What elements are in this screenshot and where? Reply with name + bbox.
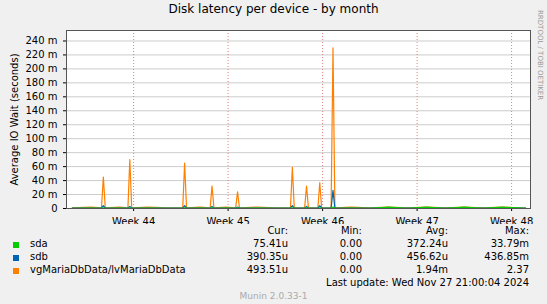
html-text:1.94m: 1.94m — [416, 264, 448, 275]
svg-text:Week 45: Week 45 — [206, 216, 249, 224]
svg-text:160 m: 160 m — [25, 91, 57, 102]
svg-text:Week 48: Week 48 — [490, 216, 533, 224]
html-text:vgMariaDbData/lvMariaDbData: vgMariaDbData/lvMariaDbData — [30, 264, 186, 275]
html-text:Cur:: Cur: — [267, 225, 288, 236]
html-text:Min:: Min: — [340, 225, 362, 236]
html-text:372.24u: 372.24u — [406, 238, 448, 249]
svg-text:20 m: 20 m — [32, 189, 58, 200]
html-text:75.41u: 75.41u — [253, 238, 288, 249]
html-text:33.79m: 33.79m — [490, 238, 529, 249]
html-text:sdb: sdb — [30, 251, 48, 262]
svg-text:80 m: 80 m — [32, 147, 58, 158]
svg-text:240 m: 240 m — [25, 35, 57, 46]
html-text:RRDTOOL / TOBI OETIKER: RRDTOOL / TOBI OETIKER — [536, 10, 544, 101]
svg-text:Week 44: Week 44 — [112, 216, 155, 224]
svg-text:40 m: 40 m — [32, 175, 58, 186]
svg-text:180 m: 180 m — [25, 77, 57, 88]
svg-text:0: 0 — [51, 203, 57, 214]
svg-text:120 m: 120 m — [25, 119, 57, 130]
svg-text:220 m: 220 m — [25, 49, 57, 60]
svg-text:Week 47: Week 47 — [395, 216, 438, 224]
svg-text:200 m: 200 m — [25, 63, 57, 74]
html-text:sda: sda — [30, 238, 48, 249]
svg-text:Week 46: Week 46 — [301, 216, 344, 224]
html-text:390.35u: 390.35u — [246, 251, 288, 262]
html-text:Disk latency per device - by m: Disk latency per device - by month — [168, 2, 379, 16]
html-text:436.85m: 436.85m — [484, 251, 529, 262]
html-text:Last update: Wed Nov 27 21:00:: Last update: Wed Nov 27 21:00:04 2024 — [326, 277, 529, 288]
svg-text:140 m: 140 m — [25, 105, 57, 116]
html-text:2.37: 2.37 — [506, 264, 529, 275]
html-text:Max:: Max: — [505, 225, 529, 236]
html-text:456.62u: 456.62u — [406, 251, 448, 262]
html-text:Avg:: Avg: — [426, 225, 448, 236]
svg-text:60 m: 60 m — [32, 161, 58, 172]
html-text:0.00: 0.00 — [339, 238, 362, 249]
svg-text:100 m: 100 m — [25, 133, 57, 144]
html-text:Munin 2.0.33-1: Munin 2.0.33-1 — [239, 291, 308, 301]
svg-text:Average IO Wait (seconds): Average IO Wait (seconds) — [9, 53, 20, 185]
html-text:0.00: 0.00 — [339, 264, 362, 275]
html-text:493.51u: 493.51u — [246, 264, 288, 275]
html-text:0.00: 0.00 — [339, 251, 362, 262]
